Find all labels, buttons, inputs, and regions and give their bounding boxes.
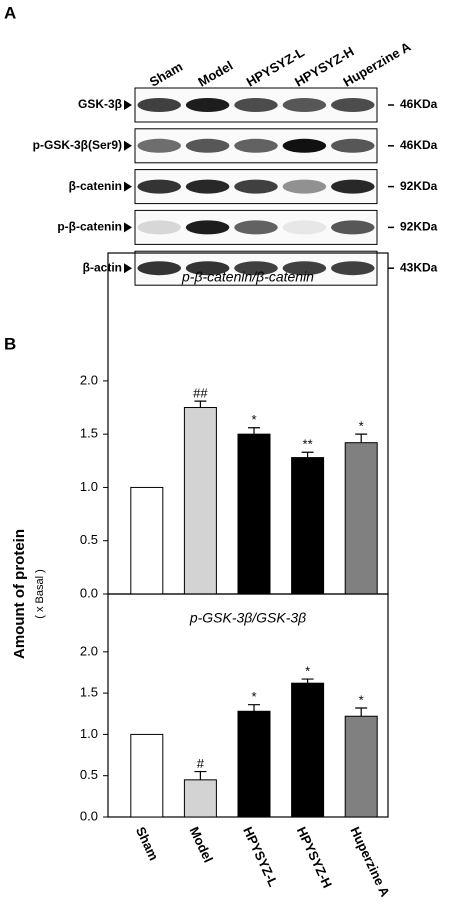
- size-label: 92KDa: [400, 220, 438, 234]
- row-label: β-actin: [83, 260, 122, 274]
- bar: [183, 407, 217, 595]
- blot-band: [185, 98, 230, 112]
- blot-band: [234, 98, 278, 112]
- x-tick-label: HPYSYZ-L: [240, 824, 281, 889]
- chart-title: p-β-catenin/β-catenin: [181, 269, 314, 285]
- row-label: β-catenin: [69, 179, 122, 193]
- row-arrow: [124, 181, 132, 192]
- lane-label: Model: [195, 58, 235, 90]
- lane-label: Sham: [147, 59, 185, 90]
- blot-band: [185, 220, 230, 235]
- blot-band: [137, 261, 181, 276]
- panel-label: B: [4, 334, 16, 353]
- blot-band: [234, 179, 278, 194]
- blot-band: [137, 98, 181, 112]
- blot-band: [185, 138, 230, 153]
- y-axis-sublabel: ( x Basal ): [34, 569, 46, 619]
- row-label: GSK-3β: [78, 97, 122, 111]
- blot-band: [331, 138, 375, 153]
- bar: [291, 457, 325, 595]
- y-tick-label: 0.0: [80, 808, 98, 823]
- bar: [344, 715, 378, 818]
- blot-band: [234, 138, 278, 153]
- error-bar: [355, 433, 368, 443]
- error-bar: [248, 427, 260, 435]
- panel-label: A: [4, 3, 16, 22]
- y-axis-label: Amount of protein: [11, 529, 28, 659]
- row-arrow: [124, 100, 132, 110]
- bar: [237, 710, 271, 818]
- significance-label: #: [197, 756, 205, 771]
- blot-band: [331, 179, 375, 194]
- row-arrow: [124, 263, 132, 274]
- blot-band: [234, 220, 278, 235]
- bar: [130, 486, 164, 595]
- significance-label: *: [305, 664, 310, 679]
- y-tick-label: 2.0: [80, 372, 98, 387]
- blot-band: [137, 220, 181, 235]
- significance-label: *: [251, 689, 256, 704]
- size-label: 46KDa: [400, 97, 438, 111]
- blot-band: [234, 261, 278, 276]
- y-tick-label: 0.5: [80, 767, 98, 782]
- x-tick-label: Sham: [133, 824, 162, 862]
- x-tick-label: HPYSYZ-H: [294, 824, 335, 890]
- y-tick-label: 1.0: [80, 726, 98, 741]
- blot-band: [137, 138, 181, 153]
- blot-band: [185, 261, 230, 276]
- y-tick-label: 1.5: [80, 426, 98, 441]
- row-label: p-GSK-3β(Ser9): [33, 138, 122, 152]
- size-label: 46KDa: [400, 138, 438, 152]
- blot-band: [282, 138, 327, 153]
- blot-band: [137, 179, 181, 194]
- blot-band: [282, 261, 327, 276]
- error-bar: [301, 451, 314, 458]
- size-label: 43KDa: [400, 260, 438, 274]
- chart-title: p-GSK-3β/GSK-3β: [189, 610, 306, 626]
- blot-band: [331, 261, 375, 276]
- y-tick-label: 1.0: [80, 479, 98, 494]
- error-bar: [301, 678, 314, 684]
- row-arrow: [124, 140, 132, 151]
- x-tick-label: Huperzine A: [347, 824, 393, 899]
- blot-band: [185, 179, 230, 194]
- blot-band: [282, 98, 327, 112]
- bar: [183, 779, 217, 818]
- blot-band: [331, 98, 375, 112]
- y-tick-label: 2.0: [80, 643, 98, 658]
- blot-band: [282, 179, 327, 194]
- x-tick-label: Model: [187, 824, 216, 864]
- size-label: 92KDa: [400, 179, 438, 193]
- bar: [237, 433, 271, 595]
- bar: [344, 442, 378, 595]
- significance-label: *: [359, 692, 364, 707]
- significance-label: *: [251, 412, 256, 427]
- y-tick-label: 0.0: [80, 585, 98, 600]
- lane-label: Huperzine A: [341, 39, 414, 90]
- significance-label: ##: [193, 386, 208, 401]
- blot-band: [282, 220, 327, 235]
- blot-band: [331, 220, 375, 235]
- significance-label: *: [359, 419, 364, 434]
- row-label: p-β-catenin: [57, 220, 122, 234]
- row-arrow: [124, 222, 132, 233]
- error-bar: [194, 770, 207, 780]
- significance-label: **: [303, 437, 313, 452]
- error-bar: [355, 707, 368, 717]
- y-tick-label: 0.5: [80, 532, 98, 547]
- error-bar: [194, 400, 207, 408]
- bar: [130, 733, 164, 818]
- error-bar: [248, 704, 260, 712]
- y-tick-label: 1.5: [80, 685, 98, 700]
- bar: [291, 682, 325, 818]
